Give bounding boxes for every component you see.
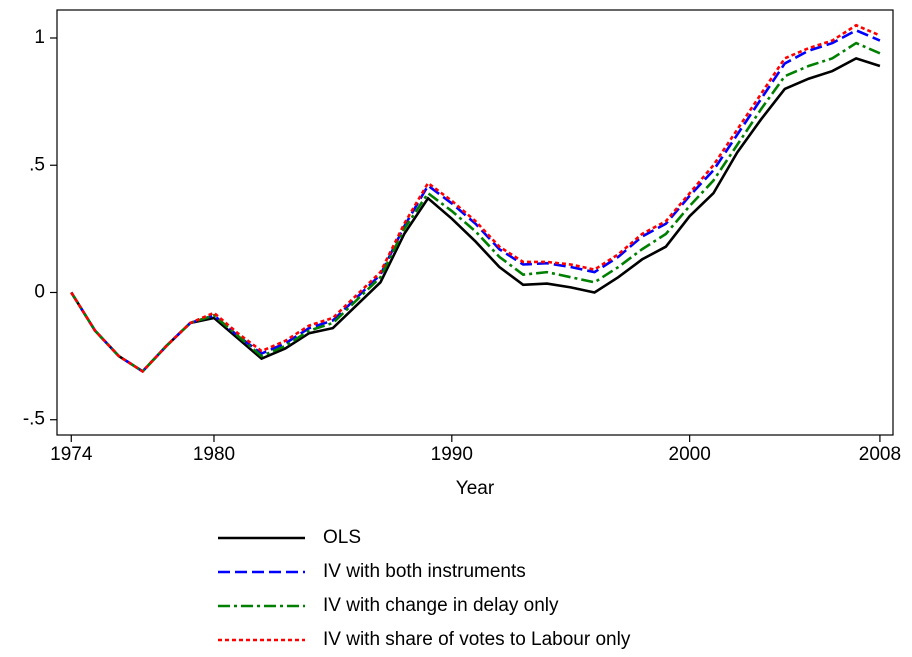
legend-label: IV with both instruments — [323, 561, 526, 582]
x-tick-label: 2000 — [669, 444, 711, 465]
x-tick-label: 1990 — [431, 444, 473, 465]
x-tick-label: 1980 — [193, 444, 235, 465]
legend-label: IV with share of votes to Labour only — [323, 629, 631, 650]
x-axis-label: Year — [456, 478, 495, 499]
plot-frame — [56, 9, 894, 436]
x-tick-label: 1974 — [50, 444, 93, 465]
series-line — [70, 28, 881, 374]
legend-label: IV with change in delay only — [323, 595, 559, 616]
y-tick-label: 1 — [34, 27, 45, 48]
y-tick-label: 0 — [34, 282, 45, 303]
series-line — [70, 23, 881, 374]
y-tick-label: -.5 — [23, 409, 45, 430]
y-tick-label: .5 — [29, 154, 45, 175]
legend-label: OLS — [323, 527, 361, 548]
x-tick-label: 2008 — [859, 444, 901, 465]
series-line — [70, 56, 881, 374]
series-line — [70, 41, 881, 374]
